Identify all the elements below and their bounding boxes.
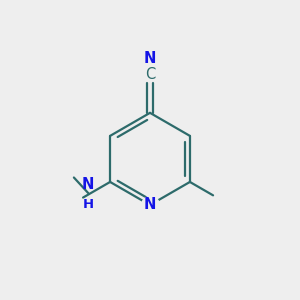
Text: N: N <box>82 177 94 192</box>
Text: N: N <box>144 51 156 66</box>
Text: C: C <box>145 67 155 82</box>
Text: H: H <box>83 198 94 211</box>
Text: N: N <box>144 197 156 212</box>
